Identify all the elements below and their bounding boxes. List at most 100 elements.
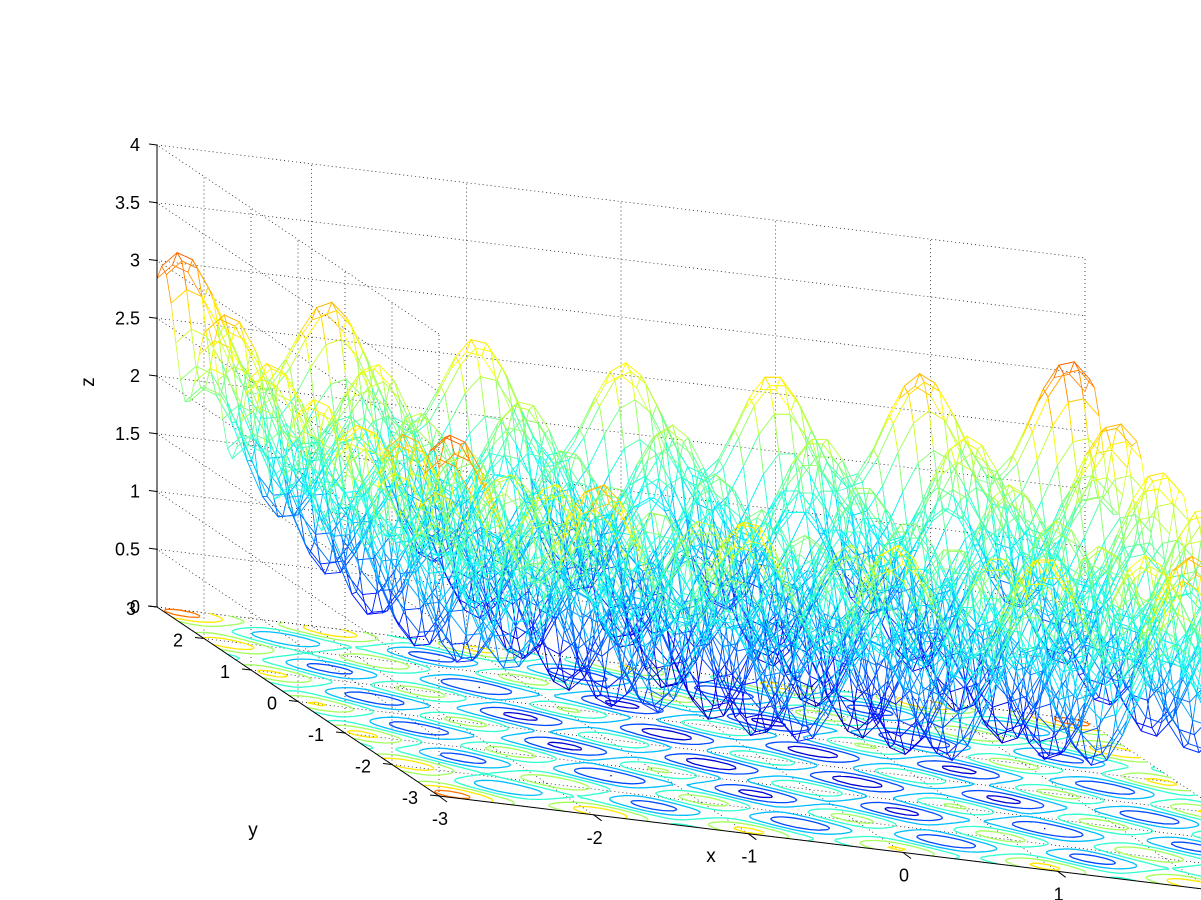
mesh-cell (373, 363, 395, 386)
z-tick-mark (148, 374, 158, 377)
mesh-cell (239, 321, 261, 367)
mesh-cell (683, 437, 705, 473)
mesh-cell (1167, 476, 1190, 522)
mesh-cell (748, 376, 771, 407)
contour-line (478, 686, 1046, 830)
contour-line (164, 608, 1091, 800)
mesh-cell (1189, 689, 1201, 736)
mesh-cell (929, 382, 951, 424)
mesh-cell (237, 402, 259, 476)
mesh-cell (420, 588, 442, 643)
mesh-cell (625, 362, 647, 385)
grid-line-x (775, 682, 1058, 872)
z-tick-mark (148, 259, 158, 261)
mesh-cell (758, 413, 780, 476)
mesh-cell (537, 422, 559, 482)
y-tick-mark (241, 668, 252, 671)
x-tick-label: -2 (587, 828, 603, 848)
x-tick-mark (593, 814, 602, 822)
mesh-cell (234, 321, 256, 355)
x-tick-label: 0 (899, 866, 909, 886)
mesh-cell (1191, 555, 1201, 579)
mesh-cell (496, 366, 518, 417)
z-tick-mark (148, 316, 158, 319)
mesh-cell (563, 428, 585, 461)
z-tick-label: 1 (130, 482, 140, 502)
mesh-cell (1195, 634, 1201, 664)
z-tick-label: 3.5 (115, 193, 140, 213)
mesh-cell (871, 649, 893, 698)
mesh-cell (1195, 540, 1201, 578)
mesh-cell (898, 372, 921, 400)
mesh-cell (671, 423, 694, 457)
mesh-cell (1056, 440, 1079, 504)
grid-line-z (156, 144, 440, 335)
mesh-cell (1105, 423, 1127, 446)
mesh-cell (300, 306, 322, 340)
mesh-cell (175, 328, 197, 381)
mesh-cell (590, 679, 612, 708)
mesh-cell (464, 375, 486, 435)
grid-line-z (156, 260, 440, 450)
y-tick-label: 1 (220, 662, 230, 682)
mesh-cell (1194, 689, 1201, 704)
mesh-cell (309, 343, 331, 409)
x-tick-mark (438, 795, 448, 803)
mesh-cell (246, 460, 268, 497)
mesh-cell (827, 439, 848, 479)
mesh-surface (156, 251, 1201, 766)
contour-line (251, 630, 1201, 870)
mesh-cell (1078, 368, 1100, 418)
x-axis-label: x (706, 846, 716, 867)
mesh-cell (604, 361, 627, 386)
mesh-cell (1193, 588, 1201, 638)
mesh-cell (1152, 477, 1174, 507)
mesh-cell (733, 396, 755, 439)
mesh-cell (500, 419, 522, 482)
mesh-cell (945, 408, 967, 456)
mesh-cell (378, 364, 400, 399)
mesh-cell (269, 358, 291, 390)
mesh-cell (1125, 440, 1147, 495)
mesh-cell (284, 329, 307, 369)
mesh-cell (925, 452, 947, 504)
y-tick-label: 3 (126, 599, 136, 619)
grid-line-z (156, 144, 1086, 259)
z-tick-label: 1.5 (115, 424, 140, 444)
y-tick-mark (429, 794, 440, 797)
y-tick-label: 0 (267, 694, 277, 714)
mesh-cell (1027, 387, 1049, 433)
mesh-cell (351, 591, 373, 615)
y-tick-label: -1 (308, 725, 324, 745)
mesh-cell (1152, 686, 1174, 724)
mesh-cell (1193, 726, 1201, 754)
mesh-cell (184, 387, 207, 402)
x-tick-label: -1 (741, 847, 757, 867)
z-tick-mark (148, 490, 158, 492)
mesh-cell (187, 258, 209, 301)
z-tick-label: 0.5 (115, 539, 140, 559)
y-tick-mark (382, 763, 393, 765)
mesh-cell (872, 414, 894, 459)
mesh-cell (331, 538, 353, 595)
mesh-cell (439, 436, 461, 468)
mesh-cell (342, 317, 364, 365)
x-axis-line (438, 795, 1201, 890)
mesh-cell (1186, 556, 1201, 568)
mesh-cell (797, 464, 819, 494)
mesh-cell (477, 423, 499, 475)
mesh-cell (170, 288, 192, 344)
z-tick-mark (148, 143, 158, 146)
mesh-cell (171, 252, 194, 273)
grid-line-x (620, 663, 904, 853)
y-tick-mark (194, 637, 205, 639)
y-tick-mark (335, 731, 346, 734)
mesh-cell (424, 384, 446, 423)
mesh-cell (806, 429, 828, 476)
mesh-cell (578, 396, 600, 439)
mesh-cell (926, 508, 950, 522)
mesh-cell (763, 452, 785, 513)
mesh-cell (286, 375, 308, 429)
mesh-cell (293, 505, 315, 555)
